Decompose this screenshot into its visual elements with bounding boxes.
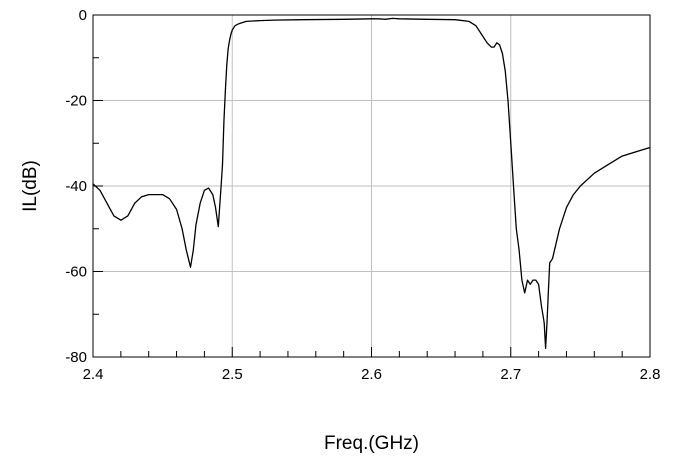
grid-lines bbox=[92, 14, 651, 358]
y-tick-label: -40 bbox=[65, 178, 87, 195]
x-axis-title: Freq.(GHz) bbox=[324, 433, 419, 454]
y-tick-label: -80 bbox=[65, 349, 87, 366]
plot-frame bbox=[92, 14, 651, 358]
y-tick-label: -20 bbox=[65, 93, 87, 110]
x-tick-label: 2.8 bbox=[640, 366, 661, 383]
y-axis-title: IL(dB) bbox=[20, 160, 41, 212]
x-tick-label: 2.4 bbox=[83, 366, 104, 383]
y-tick-labels: 0 -20 -40 -60 -80 bbox=[65, 7, 87, 366]
il-curve bbox=[92, 17, 651, 350]
x-tick-label: 2.7 bbox=[500, 366, 521, 383]
y-tick-label: 0 bbox=[79, 7, 87, 24]
x-tick-label: 2.6 bbox=[361, 366, 382, 383]
x-tick-labels: 2.4 2.5 2.6 2.7 2.8 bbox=[83, 366, 661, 383]
x-tick-label: 2.5 bbox=[222, 366, 243, 383]
y-tick-label: -60 bbox=[65, 264, 87, 281]
